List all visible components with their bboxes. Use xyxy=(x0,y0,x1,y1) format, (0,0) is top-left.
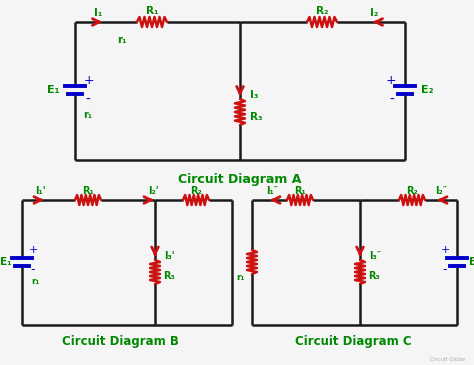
Text: R₂: R₂ xyxy=(316,6,328,16)
Text: R₃: R₃ xyxy=(163,271,175,281)
Text: I₂': I₂' xyxy=(148,186,158,196)
Text: R₂: R₂ xyxy=(190,186,202,196)
Text: I₂″: I₂″ xyxy=(435,186,447,196)
Text: r₁: r₁ xyxy=(83,110,92,120)
Text: +: + xyxy=(28,245,38,255)
Text: R₁: R₁ xyxy=(82,186,94,196)
Text: I₁: I₁ xyxy=(94,8,102,18)
Text: r₁: r₁ xyxy=(117,35,127,45)
Text: -: - xyxy=(443,264,447,277)
Text: I₂: I₂ xyxy=(370,8,378,18)
Text: -: - xyxy=(390,93,394,107)
Text: Circuit Globe: Circuit Globe xyxy=(430,357,465,362)
Text: I₁': I₁' xyxy=(35,186,46,196)
Text: Circuit Diagram A: Circuit Diagram A xyxy=(178,173,301,187)
Text: E₁: E₁ xyxy=(0,257,12,267)
Text: R₂: R₂ xyxy=(406,186,418,196)
Text: I₃: I₃ xyxy=(250,90,258,100)
Text: r₁: r₁ xyxy=(31,277,39,287)
Text: I₃″: I₃″ xyxy=(369,251,381,261)
Text: -: - xyxy=(86,93,91,107)
Text: -: - xyxy=(31,264,35,277)
Text: +: + xyxy=(386,73,396,87)
Text: E₁: E₁ xyxy=(47,85,59,95)
Text: I₃': I₃' xyxy=(164,251,174,261)
Text: E₂: E₂ xyxy=(469,257,474,267)
Text: Circuit Diagram C: Circuit Diagram C xyxy=(295,334,411,347)
Text: r₁: r₁ xyxy=(236,273,244,283)
Text: I₁″: I₁″ xyxy=(266,186,278,196)
Text: +: + xyxy=(84,73,94,87)
Text: R₃: R₃ xyxy=(250,112,262,122)
Text: E₂: E₂ xyxy=(421,85,433,95)
Text: R₁: R₁ xyxy=(294,186,306,196)
Text: Circuit Diagram B: Circuit Diagram B xyxy=(62,334,178,347)
Text: +: + xyxy=(440,245,450,255)
Text: R₃: R₃ xyxy=(368,271,380,281)
Text: R₁: R₁ xyxy=(146,6,158,16)
